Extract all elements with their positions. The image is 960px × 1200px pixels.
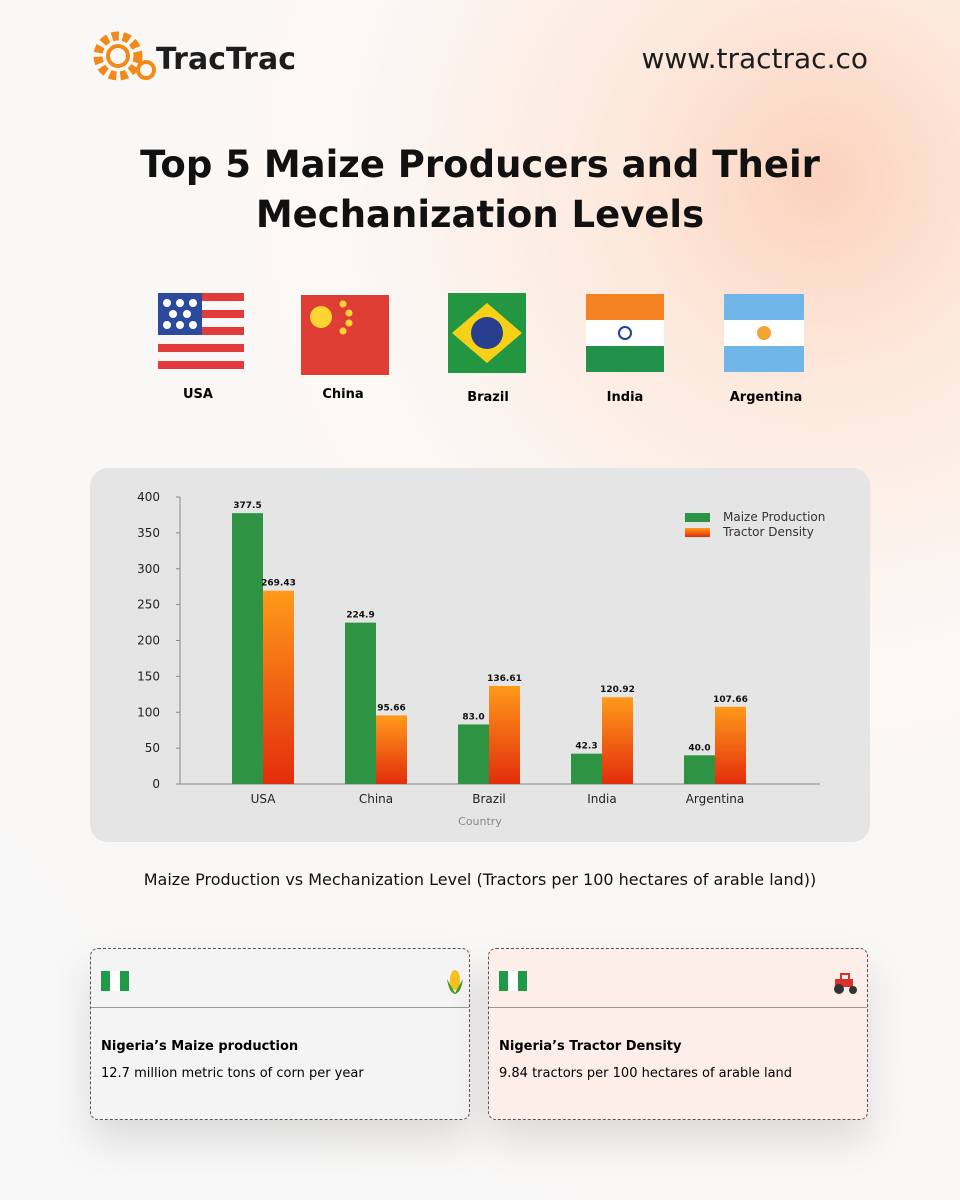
- value-label: 95.66: [377, 703, 405, 713]
- value-label: 377.5: [233, 501, 261, 511]
- y-tick-label: 50: [145, 741, 160, 755]
- bar: [345, 622, 376, 784]
- card: Nigeria’s Tractor Density 9.84 tractors …: [488, 948, 868, 1120]
- card-title: Nigeria’s Tractor Density: [499, 1039, 682, 1054]
- legend-swatch: [685, 513, 710, 522]
- nigeria-flag: [101, 971, 129, 991]
- y-tick-label: 0: [152, 777, 160, 791]
- flag-china: [301, 295, 389, 375]
- value-label: 224.9: [346, 611, 374, 621]
- card-header: [489, 949, 867, 1008]
- value-label: 40.0: [688, 743, 710, 753]
- bar: [489, 685, 520, 784]
- value-label: 269.43: [261, 579, 296, 589]
- flag-label: USA: [183, 387, 213, 402]
- x-tick-label: China: [359, 792, 393, 806]
- y-tick-label: 100: [137, 705, 160, 719]
- url[interactable]: www.tractrac.co: [641, 42, 868, 75]
- value-label: 120.92: [600, 685, 635, 695]
- x-tick-label: Argentina: [686, 792, 745, 806]
- y-tick-label: 300: [137, 562, 160, 576]
- x-tick-label: USA: [251, 792, 277, 806]
- legend-swatch: [685, 528, 710, 537]
- nigeria-flag: [499, 971, 527, 991]
- corn-icon: [447, 970, 463, 994]
- logo: TracTrac: [156, 42, 296, 77]
- legend-label: Tractor Density: [722, 525, 814, 539]
- y-tick-label: 350: [137, 526, 160, 540]
- x-tick-label: Brazil: [472, 792, 506, 806]
- card-text: 12.7 million metric tons of corn per yea…: [101, 1066, 364, 1081]
- chart: Country 0 50 100 150 200 250 300 350 400 USA 377.5…: [137, 490, 825, 828]
- logo-icon: [93, 31, 156, 81]
- flag-usa: [158, 293, 244, 369]
- bar: [715, 706, 746, 784]
- bar: [571, 753, 602, 784]
- flag-label: Argentina: [729, 390, 803, 405]
- y-tick-label: 400: [137, 490, 160, 504]
- value-label: 136.61: [487, 674, 522, 684]
- caption: Maize Production vs Mechanization Level …: [143, 870, 817, 889]
- flag-label: China: [322, 387, 364, 402]
- y-tick-label: 250: [137, 598, 160, 612]
- bar: [263, 590, 294, 784]
- value-label: 83.0: [462, 712, 484, 722]
- legend-label: Maize Production: [723, 510, 825, 524]
- card-header: [91, 949, 469, 1008]
- flag-brazil: [448, 293, 526, 373]
- title: Top 5 Maize Producers and Their Mechaniz…: [140, 143, 820, 236]
- value-label: 107.66: [713, 695, 748, 705]
- card-text: 9.84 tractors per 100 hectares of arable…: [499, 1066, 793, 1081]
- bar: [232, 513, 263, 784]
- chart-panel: Country 0 50 100 150 200 250 300 350 400 USA 377.5…: [90, 468, 870, 842]
- bar: [602, 697, 633, 784]
- flag-india: [586, 294, 664, 372]
- flag-label: Brazil: [467, 390, 509, 405]
- tractor-icon: [834, 973, 857, 994]
- value-label: 42.3: [575, 742, 597, 752]
- x-axis-label: Country: [458, 815, 502, 828]
- y-tick-label: 150: [137, 669, 160, 683]
- flag-argentina: [724, 294, 804, 372]
- x-tick-label: India: [587, 792, 616, 806]
- flag-label: India: [606, 390, 644, 405]
- bar: [684, 755, 715, 784]
- card: Nigeria’s Maize production 12.7 million …: [90, 948, 470, 1120]
- bar: [376, 715, 407, 784]
- card-title: Nigeria’s Maize production: [101, 1039, 299, 1054]
- y-tick-label: 200: [137, 634, 160, 648]
- bar: [458, 724, 489, 784]
